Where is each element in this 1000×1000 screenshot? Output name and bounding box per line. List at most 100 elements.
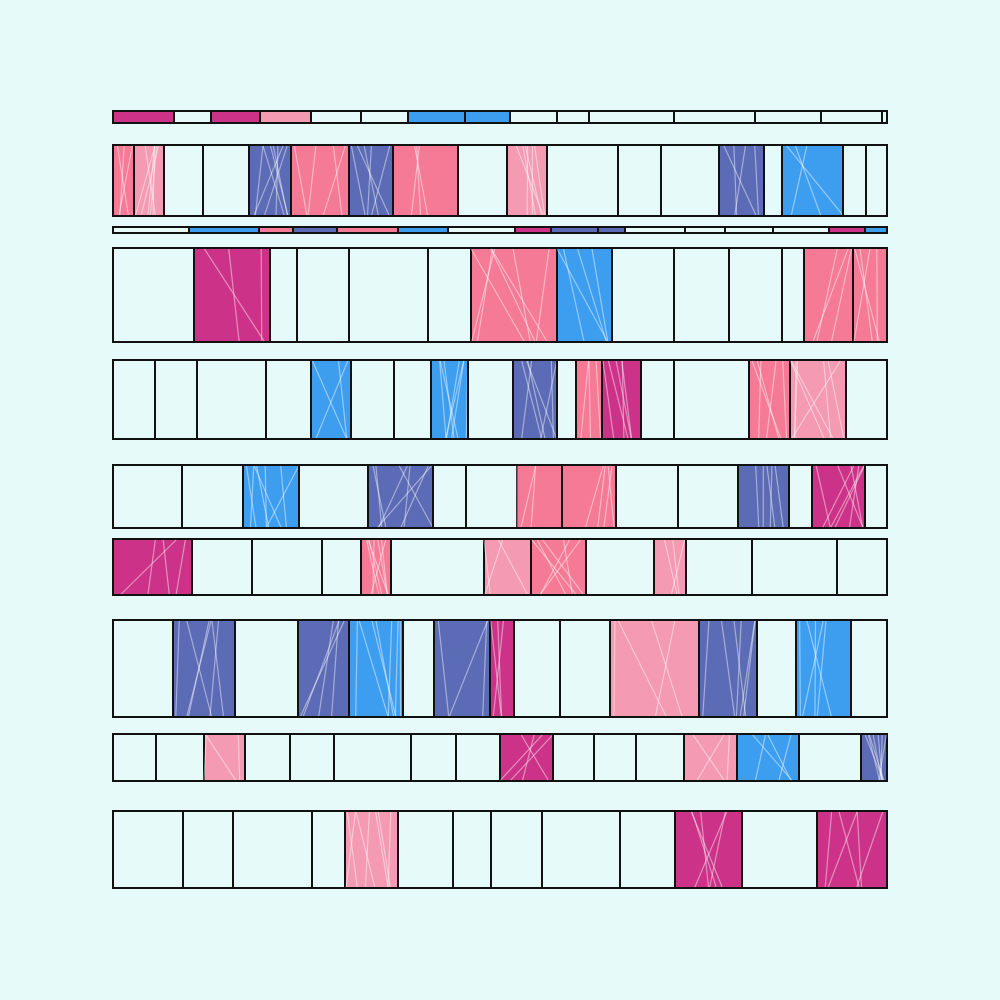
cell — [593, 733, 637, 782]
cell — [684, 226, 726, 234]
scratch — [696, 734, 725, 781]
scratch — [880, 734, 883, 781]
scratch — [595, 360, 602, 439]
cell — [430, 359, 469, 440]
scratch — [827, 360, 845, 439]
scratch — [445, 360, 460, 439]
scratch — [203, 248, 265, 342]
scratch — [398, 465, 434, 528]
scratch — [356, 145, 390, 216]
scratch — [782, 360, 788, 439]
cell — [609, 619, 700, 718]
scratch — [378, 465, 408, 528]
cell — [828, 226, 866, 234]
strip — [112, 144, 888, 217]
scratch — [778, 734, 792, 781]
scratch — [700, 811, 710, 888]
cell — [673, 110, 756, 124]
cell — [112, 464, 183, 529]
cell — [244, 733, 291, 782]
scratch — [786, 145, 844, 216]
scratch — [318, 620, 334, 717]
cell — [393, 359, 432, 440]
scratch — [603, 465, 613, 528]
scratch — [856, 811, 884, 888]
scratch — [754, 734, 767, 781]
scratch — [827, 811, 858, 888]
cell — [803, 247, 854, 343]
scratch — [445, 360, 465, 439]
cell — [348, 247, 429, 343]
scratch — [471, 248, 496, 342]
cell — [232, 810, 313, 889]
scratch — [372, 465, 387, 528]
cell — [601, 359, 642, 440]
cell — [852, 247, 888, 343]
cell — [433, 619, 491, 718]
strip — [112, 464, 888, 529]
strip — [112, 733, 888, 782]
scratch — [536, 539, 566, 595]
scratch — [872, 734, 883, 781]
scratch — [556, 248, 608, 342]
scratch — [337, 360, 348, 439]
scratch — [253, 145, 284, 216]
cell — [556, 247, 613, 343]
scratch — [766, 360, 777, 439]
cell — [724, 226, 774, 234]
scratch — [816, 248, 838, 342]
cell — [296, 247, 350, 343]
cell — [258, 226, 294, 234]
scratch — [794, 145, 822, 216]
cell — [781, 247, 805, 343]
scratch — [664, 539, 678, 595]
cell — [490, 810, 543, 889]
scratch — [720, 620, 736, 717]
scratch — [387, 620, 393, 717]
scratch — [754, 145, 760, 216]
cell — [836, 538, 888, 596]
scratch — [119, 145, 125, 216]
cell — [512, 359, 558, 440]
scratch — [733, 145, 738, 216]
scratch — [355, 620, 358, 717]
cell — [154, 359, 198, 440]
cell — [795, 619, 852, 718]
cell — [781, 144, 844, 217]
cell — [865, 144, 888, 217]
scratch — [856, 811, 863, 888]
cell — [772, 226, 830, 234]
scratch — [512, 248, 531, 342]
scratch — [692, 734, 725, 781]
cell — [798, 733, 862, 782]
scratch — [315, 360, 349, 439]
scratch — [864, 734, 884, 781]
scratch — [709, 811, 726, 888]
scratch — [280, 465, 287, 528]
cell — [188, 226, 260, 234]
cell — [611, 247, 675, 343]
cell — [845, 359, 888, 440]
cell — [756, 619, 797, 718]
cell — [674, 810, 743, 889]
scratch — [366, 539, 380, 595]
scratch — [735, 620, 742, 717]
cell — [635, 733, 685, 782]
scratch — [483, 539, 491, 595]
scratch — [816, 620, 827, 717]
scratch — [345, 811, 356, 888]
scratch — [824, 811, 833, 888]
scratch — [672, 539, 680, 595]
scratch — [269, 145, 289, 216]
scratch — [377, 465, 432, 528]
scratch — [767, 734, 792, 781]
scratch — [848, 465, 860, 528]
cell — [210, 110, 261, 124]
scratch — [576, 248, 607, 342]
scratch — [654, 620, 676, 717]
scratch — [540, 539, 581, 595]
cell — [390, 538, 485, 596]
cell — [248, 144, 292, 217]
cell — [251, 538, 323, 596]
